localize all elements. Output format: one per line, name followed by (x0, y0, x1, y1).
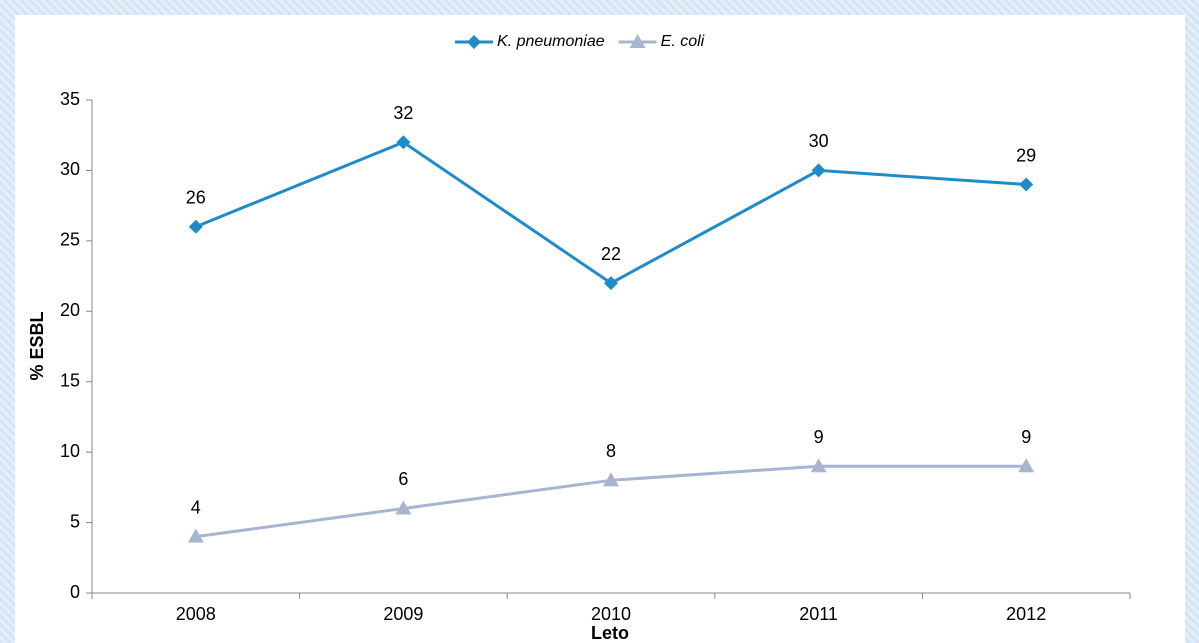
data-label: 29 (1016, 145, 1036, 165)
data-label: 4 (191, 497, 201, 517)
x-tick-label: 2010 (591, 604, 631, 624)
x-axis-label: Leto (591, 623, 629, 643)
y-tick-label: 10 (60, 441, 80, 461)
y-axis-label: % ESBL (27, 311, 47, 380)
data-label: 8 (606, 441, 616, 461)
y-tick-label: 35 (60, 89, 80, 109)
marker (603, 472, 619, 487)
data-label: 9 (814, 427, 824, 447)
marker (187, 528, 204, 543)
marker (1018, 458, 1035, 473)
marker (1019, 177, 1034, 192)
x-tick-label: 2012 (1006, 604, 1046, 624)
marker (810, 458, 827, 473)
x-tick-label: 2008 (176, 604, 216, 624)
marker (467, 35, 481, 49)
y-tick-label: 5 (70, 511, 80, 531)
data-label: 9 (1021, 427, 1031, 447)
data-label: 26 (186, 188, 206, 208)
y-tick-label: 25 (60, 230, 80, 250)
y-tick-label: 30 (60, 159, 80, 179)
data-label: 6 (398, 469, 408, 489)
x-tick-label: 2011 (799, 604, 838, 624)
marker (395, 500, 412, 515)
y-tick-label: 20 (60, 300, 80, 320)
legend-label: E. coli (661, 33, 705, 50)
data-label: 22 (601, 244, 621, 264)
chart-area (15, 15, 1185, 643)
x-tick-label: 2009 (383, 604, 423, 624)
data-label: 32 (393, 103, 413, 123)
marker (604, 276, 618, 291)
y-tick-label: 15 (60, 370, 80, 390)
y-tick-label: 0 (70, 582, 80, 602)
marker (811, 163, 826, 178)
legend-label: K. pneumoniae (497, 33, 605, 50)
marker (629, 34, 646, 48)
data-label: 30 (809, 131, 829, 151)
marker (188, 219, 203, 234)
marker (396, 135, 411, 150)
